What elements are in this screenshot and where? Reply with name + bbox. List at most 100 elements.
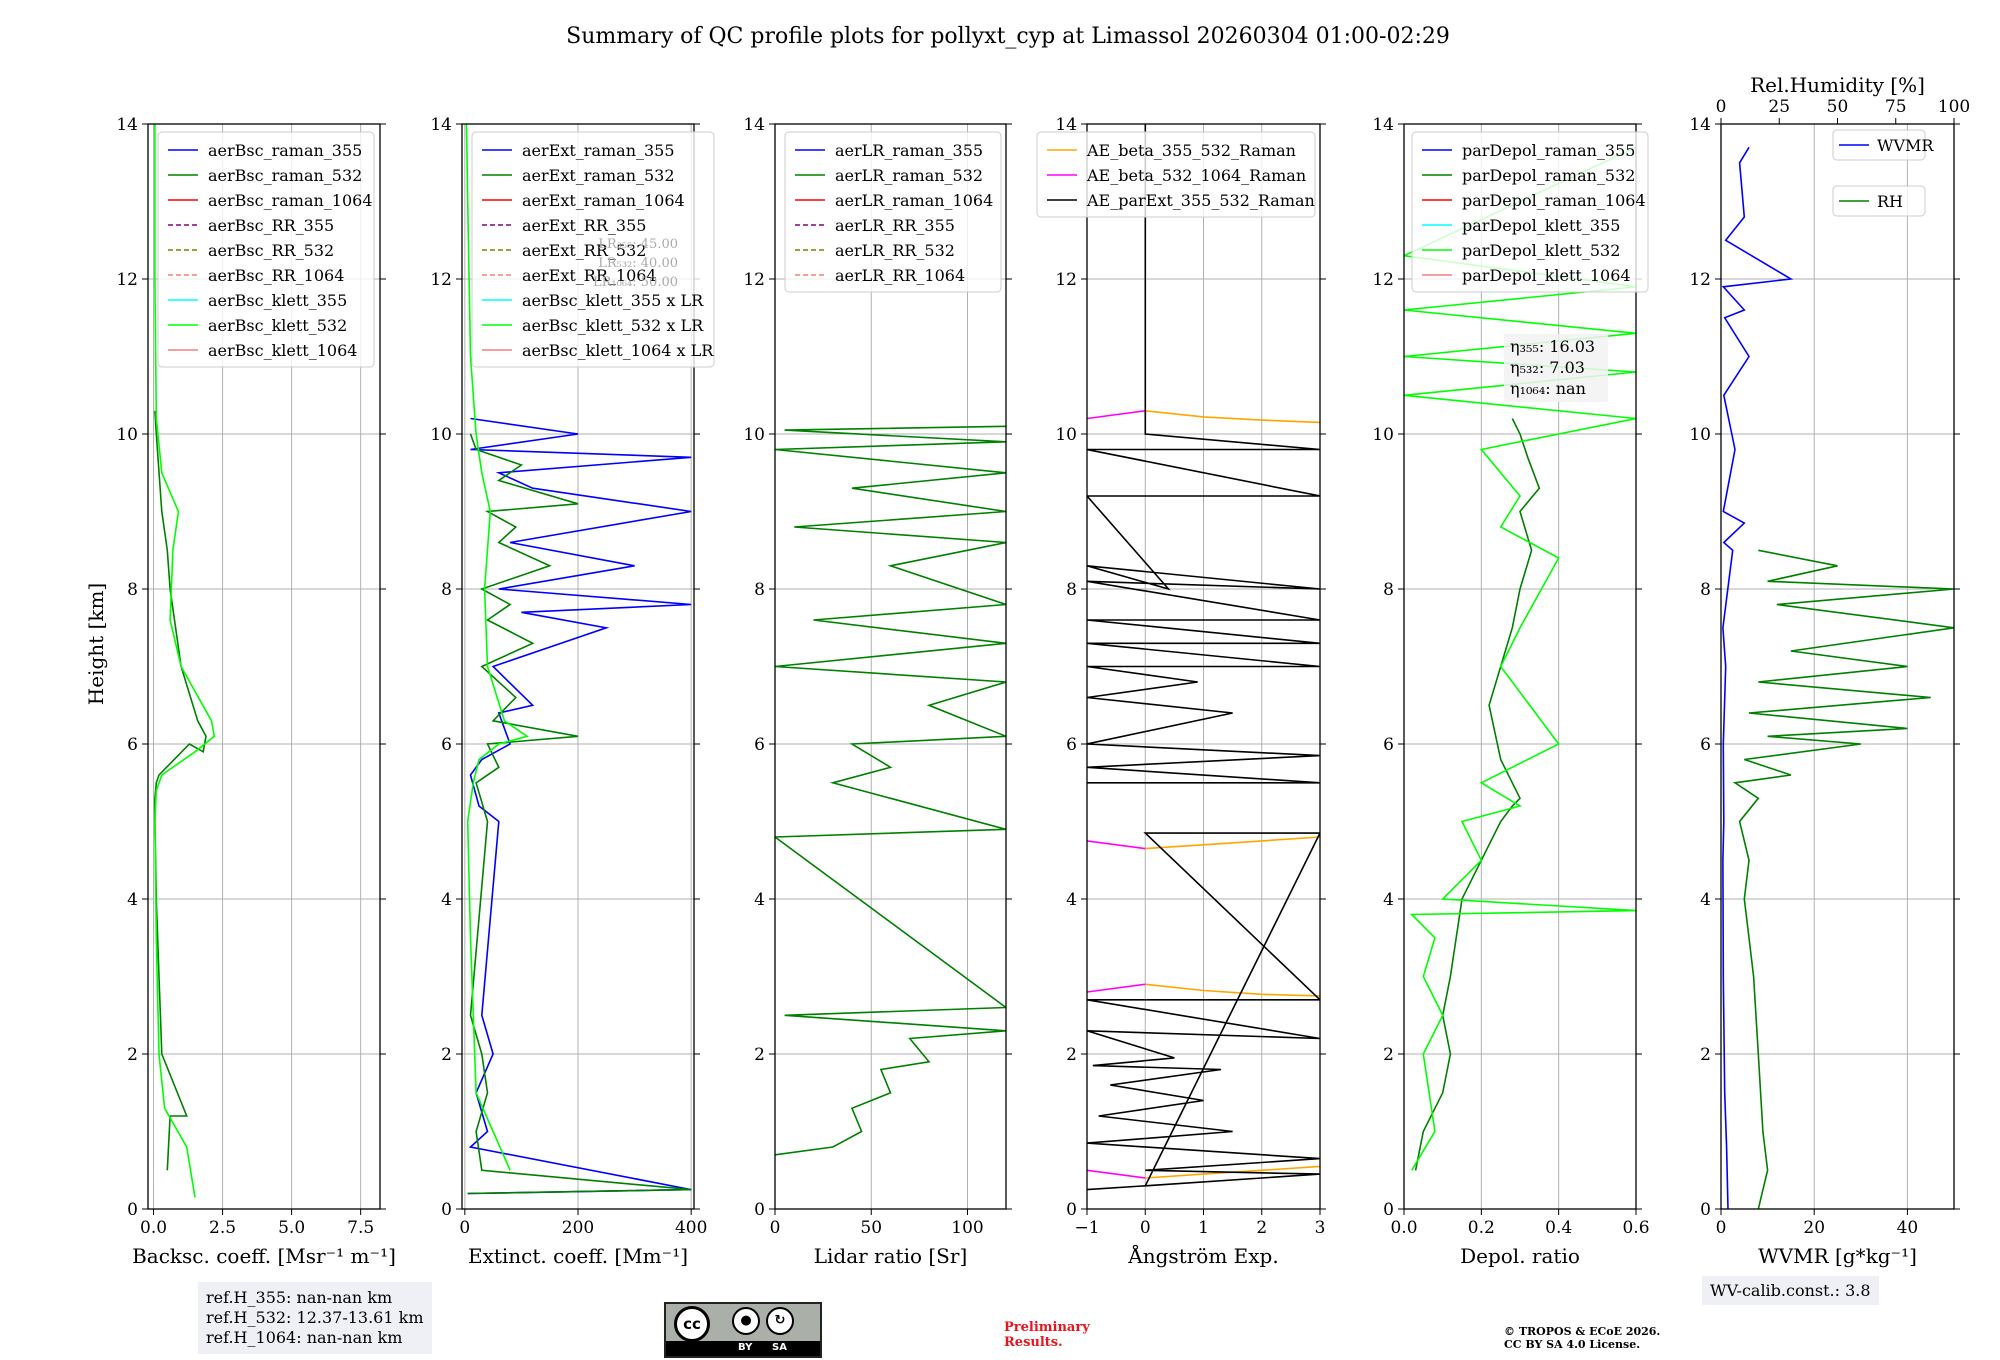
y-tick-label: 10 (1055, 425, 1077, 445)
legend-label: aerLR_raman_1064 (835, 191, 993, 210)
eta-bg (1504, 334, 1608, 402)
eta-annotation: η₃₅₅: 16.03 (1510, 337, 1595, 356)
ref-h-1064: ref.H_1064: nan-nan km (206, 1328, 403, 1347)
legend-label: aerExt_RR_1064 (522, 266, 657, 285)
x-tick-label: 1 (1198, 1218, 1209, 1238)
y-tick-label: 12 (430, 270, 452, 290)
x-tick-label: 0.0 (140, 1218, 167, 1238)
x-tick-label: 7.5 (347, 1218, 374, 1238)
x-axis-label: Lidar ratio [Sr] (814, 1244, 968, 1268)
series-line-aerExt_raman_532 (467, 433, 692, 1195)
legend-label: aerBsc_RR_355 (208, 216, 334, 235)
axes-frame (774, 123, 1007, 1210)
x-tick-label: 50 (860, 1218, 882, 1238)
legend-label: aerLR_raman_532 (835, 166, 983, 185)
legend-box (1832, 185, 1926, 217)
series-line-aerBsc_klett_532 (154, 124, 216, 1198)
legend-label: RH (1877, 192, 1903, 211)
legend-label: aerBsc_raman_532 (208, 166, 362, 185)
y-tick-label: 6 (441, 735, 452, 755)
eta-annotation: η₁₀₆₄: nan (1510, 379, 1586, 398)
x-tick-label: 0.6 (1622, 1218, 1649, 1238)
ref-h-532: ref.H_532: 12.37-13.61 km (206, 1308, 424, 1327)
x2-axis-label: Rel.Humidity [%] (1750, 73, 1925, 97)
x-tick-label: 100 (951, 1218, 983, 1238)
series-group (465, 124, 692, 1195)
x-tick-label: 0.0 (1390, 1218, 1417, 1238)
y-tick-label: 4 (1066, 890, 1077, 910)
y-tick-label: 0 (1383, 1200, 1394, 1220)
legend-label: WVMR (1877, 136, 1934, 155)
y-tick-label: 10 (1689, 425, 1711, 445)
cc-icon: cc (674, 1306, 710, 1342)
series-line-aerLR_raman_532 (775, 425, 1006, 1156)
x2-tick-label: 75 (1885, 97, 1907, 117)
y-tick-label: 14 (116, 115, 138, 135)
legend-label: aerExt_raman_532 (522, 166, 675, 185)
x-tick-label: 0.2 (1468, 1218, 1495, 1238)
legend-label: parDepol_klett_532 (1462, 241, 1620, 260)
series-line-parDepol_klett_532 (1404, 146, 1636, 1171)
axes-frame (1403, 123, 1637, 1210)
y-tick-label: 12 (1055, 270, 1077, 290)
preliminary-notice: Preliminary Results. (1004, 1320, 1090, 1350)
y-tick-label: 2 (754, 1045, 765, 1065)
y-tick-label: 0 (1700, 1200, 1711, 1220)
y-tick-label: 2 (1066, 1045, 1077, 1065)
x-tick-label: 200 (562, 1218, 594, 1238)
y-tick-label: 4 (1383, 890, 1394, 910)
x-tick-label: 40 (1897, 1218, 1919, 1238)
x-tick-label: 20 (1803, 1218, 1825, 1238)
legend-label: aerBsc_raman_1064 (208, 191, 373, 210)
copyright-line-2: CC BY SA 4.0 License. (1504, 1338, 1641, 1351)
legend-label: aerBsc_raman_355 (208, 141, 362, 160)
legend: aerBsc_raman_355 aerBsc_raman_532 aerBsc_r… (157, 131, 375, 368)
legend: RH (1832, 185, 1926, 217)
legend-label: aerLR_raman_355 (835, 141, 983, 160)
preliminary-line-1: Preliminary (1004, 1320, 1090, 1335)
cc-by-sa-logo: cc ● ↻ BY SA (664, 1302, 822, 1358)
y-tick-label: 8 (1700, 580, 1711, 600)
y-tick-label: 10 (743, 425, 765, 445)
y-tick-label: 6 (1066, 735, 1077, 755)
legend-label: aerBsc_klett_1064 x LR (522, 341, 714, 360)
cc-by-label: BY (738, 1342, 753, 1353)
legend-label: aerExt_raman_355 (522, 141, 675, 160)
legend-label: aerBsc_RR_532 (208, 241, 334, 260)
y-tick-label: 0 (127, 1200, 138, 1220)
panel-lr: 0 50 100 0 2 4 6 8 10 12 14 Lidar ratio [Sr] aerLR_r… (743, 115, 1012, 1268)
legend-label: aerLR_RR_532 (835, 241, 955, 260)
x-axis-label: Extinct. coeff. [Mm⁻¹] (468, 1244, 688, 1268)
y-tick-label: 8 (1066, 580, 1077, 600)
series-group (775, 425, 1006, 1156)
x-tick-label: 0 (770, 1218, 781, 1238)
y-tick-label: 2 (1383, 1045, 1394, 1065)
legend-box (784, 131, 1002, 293)
legend-label: aerExt_raman_1064 (522, 191, 685, 210)
copyright-line-1: © TROPOS & ECoE 2026. (1504, 1325, 1661, 1338)
legend-label: parDepol_klett_355 (1462, 216, 1620, 235)
panel-ext: 0 200 400 0 2 4 6 8 10 12 14 Extinct. coeff. [Mm⁻¹]… (430, 115, 715, 1268)
y-tick-label: 12 (116, 270, 138, 290)
legend-label: aerBsc_klett_1064 (208, 341, 357, 360)
y-tick-label: 4 (441, 890, 452, 910)
legend-label: AE_beta_532_1064_Raman (1086, 166, 1306, 185)
x-axis-label: Depol. ratio (1460, 1244, 1580, 1268)
legend-label: parDepol_raman_355 (1462, 141, 1635, 160)
x-tick-label: 5.0 (278, 1218, 305, 1238)
x-tick-label: 0.4 (1545, 1218, 1572, 1238)
legend-box (471, 131, 715, 368)
legend-label: aerExt_RR_532 (522, 241, 646, 260)
series-line-AE_parExt_355_532_Raman (1087, 124, 1320, 784)
y-tick-label: 8 (1383, 580, 1394, 600)
legend-label: aerBsc_RR_1064 (208, 266, 344, 285)
legend-label: parDepol_raman_1064 (1462, 191, 1646, 210)
x-tick-label: 0 (459, 1218, 470, 1238)
x2-tick-label: 50 (1827, 97, 1849, 117)
y-axis-label: Height [km] (84, 583, 108, 705)
y-tick-label: 10 (116, 425, 138, 445)
series-line-RH (1732, 549, 1954, 1209)
y-tick-label: 2 (1700, 1045, 1711, 1065)
legend-box (1036, 131, 1316, 218)
x-tick-label: −1 (1074, 1218, 1099, 1238)
